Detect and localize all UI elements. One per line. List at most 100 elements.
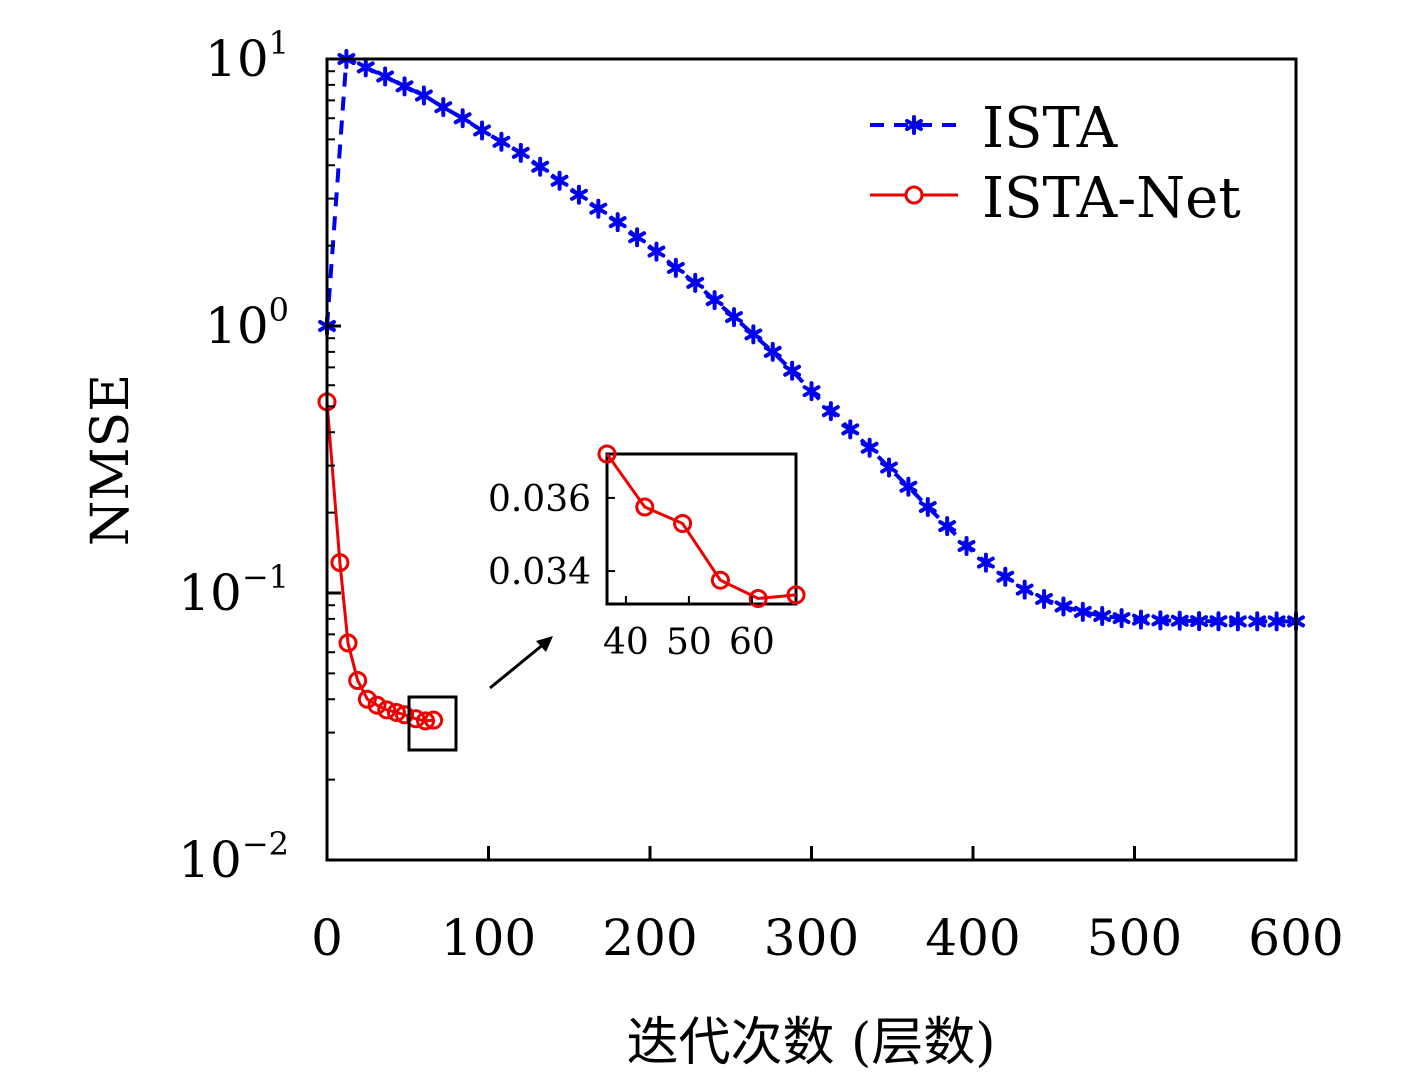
series-ista-point-stroke	[492, 135, 511, 148]
series-ista-point	[1267, 611, 1286, 632]
series-ista-point-stroke	[918, 500, 937, 513]
series-ista-point	[686, 272, 705, 293]
inset-y-tick-label: 0.036	[488, 479, 591, 520]
series-ista-point	[1073, 601, 1092, 622]
series-ista-point	[1093, 606, 1112, 627]
series-ista-point	[1190, 611, 1209, 632]
series-ista-point	[647, 241, 666, 262]
series-ista-point-stroke	[1035, 592, 1053, 605]
series-ista-point	[1132, 609, 1150, 630]
series-ista-net-point	[416, 711, 436, 731]
series-ista-point-stroke	[453, 112, 472, 125]
y-tick-base: 10	[178, 564, 242, 622]
series-ista-point-stroke	[1054, 600, 1073, 613]
series-ista-point-stroke	[647, 245, 666, 258]
series-ista-point	[763, 341, 782, 362]
series-ista-point	[841, 419, 860, 440]
inset-istanet-point	[597, 444, 617, 464]
series-ista-point	[918, 496, 937, 517]
series-ista-point-stroke	[395, 80, 414, 93]
y-tick-base: 10	[205, 30, 269, 88]
series-ista-net-point	[395, 705, 415, 725]
series-ista-point	[1151, 610, 1170, 631]
zoom-indicator	[407, 636, 553, 752]
series-ista-point-stroke	[376, 70, 395, 83]
series-ista-point	[608, 212, 627, 233]
series-ista-point	[511, 142, 530, 163]
y-tick-label: 10−1	[178, 558, 289, 622]
x-tick-label: 600	[1248, 909, 1343, 967]
series-ista-point	[356, 57, 375, 78]
x-tick-label: 300	[764, 909, 859, 967]
series-ista-point	[550, 170, 569, 191]
inset-istanet-point	[786, 585, 806, 605]
series-ista-point-stroke	[938, 520, 957, 533]
series-ista-point-stroke	[531, 160, 550, 173]
series-ista-point-stroke	[1015, 583, 1034, 596]
series-ista-point	[1248, 611, 1267, 632]
series-ista-point-stroke	[705, 294, 724, 307]
series-ista-point	[957, 535, 976, 556]
inset-istanet-point	[748, 589, 768, 609]
series-ista-point	[938, 516, 957, 537]
y-axis-label: NMSE	[81, 374, 141, 546]
series-ista-net-point	[330, 553, 350, 573]
inset-frame	[605, 452, 798, 606]
legend-ista-marker-icon	[905, 115, 923, 135]
y-tick-exponent: −2	[242, 825, 289, 863]
series-ista-point-stroke	[550, 174, 569, 187]
series-ista-point-stroke	[356, 61, 375, 74]
series-ista-net-point	[357, 689, 377, 709]
series-ista-point-stroke	[589, 202, 608, 215]
series-ista-point	[414, 85, 433, 106]
series-ista-point	[705, 290, 724, 311]
series-ista-point-stroke	[1112, 612, 1131, 625]
x-tick-label: 0	[311, 909, 343, 967]
series-ista-point-stroke	[821, 405, 840, 418]
series-ista-point-stroke	[570, 188, 588, 201]
series-ista-net-point	[424, 710, 444, 730]
series-ista-point	[1054, 596, 1073, 617]
axes-labels: 迭代次数 (层数) NMSE	[81, 374, 996, 1073]
series-ista-point-stroke	[414, 89, 433, 102]
series-ista-point	[744, 324, 763, 345]
inset-x-tick-label: 40	[603, 622, 649, 663]
series-ista-point-stroke	[1073, 605, 1092, 618]
series-ista-point	[570, 184, 588, 205]
series-ista-net-point	[377, 700, 397, 720]
x-tick-label: 100	[441, 909, 536, 967]
inset-plot: 40 50 60 0.034 0.036	[488, 444, 806, 663]
legend-ista-asterisk	[905, 115, 923, 135]
series-ista-net-point	[348, 671, 368, 691]
inset-istanet-line	[605, 453, 797, 601]
inset-x-tick-label: 50	[666, 622, 712, 663]
series-ista-point-stroke	[1248, 615, 1267, 628]
series-ista-point	[860, 437, 879, 458]
series-ista-net	[317, 392, 444, 731]
series-ista-point-stroke	[666, 261, 685, 274]
series-ista-point	[1170, 610, 1189, 631]
series-ista-point	[996, 566, 1015, 587]
legend-ista-asterisk-stroke	[905, 119, 923, 131]
series-ista-point-stroke	[744, 328, 763, 341]
series-ista-point	[899, 476, 918, 497]
series-ista-point-stroke	[996, 570, 1015, 583]
series-ista-point	[666, 257, 685, 278]
series-ista-point-stroke	[511, 146, 530, 159]
series-ista-net-point	[338, 633, 358, 653]
inset-y-tick-label: 0.034	[488, 552, 591, 593]
series-ista-point-stroke	[976, 556, 995, 569]
series-ista-point-stroke	[686, 276, 705, 289]
zoom-arrow-shaft	[489, 641, 546, 690]
series-ista	[318, 49, 1305, 632]
x-tick-label: 500	[1087, 909, 1182, 967]
series-ista-point	[473, 120, 491, 141]
series-ista-point	[531, 156, 550, 177]
series-ista-point-stroke	[608, 216, 627, 229]
series-ista-net-point	[367, 695, 387, 715]
series-ista-point-stroke	[628, 231, 647, 244]
series-ista-point	[725, 307, 743, 328]
series-ista-point-stroke	[725, 311, 743, 324]
series-ista-point-stroke	[860, 441, 879, 454]
